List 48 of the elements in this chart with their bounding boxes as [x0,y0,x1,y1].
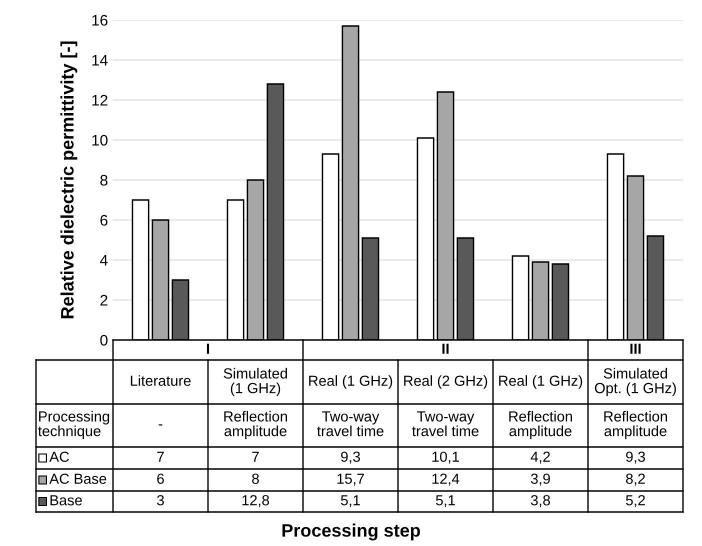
data-label: 3 [157,495,164,506]
data-label: 8 [252,474,259,484]
data-label: 5,2 [626,495,645,508]
x-tick-label: Real (1 GHz) [309,375,392,389]
legend-label: AC [49,452,70,462]
data-label: 4,2 [530,452,550,464]
x-tick-label: Simulated (1 GHz) [224,368,287,396]
text: Two-way travel time [317,411,384,436]
text: Reflection amplitude [509,410,572,440]
text: Reflection amplitude [224,410,287,440]
data-label: 12,8 [242,495,270,508]
data-label: 9,3 [626,452,645,464]
y-tick-label: 2 [100,294,108,306]
data-label: 15,7 [337,474,364,486]
text: II [442,344,449,354]
data-label: 3,9 [530,474,550,486]
text: III [630,344,641,354]
data-label: 6 [157,474,164,484]
data-label: 7 [157,452,164,462]
text: Reflection amplitude [604,410,667,440]
data-label: 3,8 [530,495,550,508]
y-tick-label: 4 [100,255,108,266]
text: Processing step [282,524,420,540]
y-tick-label: 10 [92,134,108,146]
data-label: 5,1 [436,495,455,508]
text: Processing technique [38,410,110,440]
data-label: 7 [252,452,259,462]
text: I [206,344,210,354]
y-axis-title: Relative dielectric permittivity [-] [60,42,78,318]
y-tick-label: 14 [92,55,108,66]
y-tick-label: 12 [92,94,108,106]
x-tick-label: Real (1 GHz) [499,375,582,389]
text: Two-way travel time [412,411,478,436]
data-label: 8,2 [626,474,645,486]
text: - [158,424,162,426]
x-tick-label: Simulated Opt. (1 GHz) [594,368,676,396]
data-label: 12,4 [432,474,460,486]
y-tick-label: 8 [100,174,108,186]
y-tick-label: 16 [92,14,108,26]
data-label: 5,1 [340,495,360,508]
data-label: 10,1 [432,452,459,464]
data-label: 9,3 [341,452,360,464]
x-tick-label: Real (2 GHz) [404,375,488,389]
legend-label: Base [50,495,82,506]
x-tick-label: Literature [130,375,191,386]
y-tick-label: 6 [100,214,108,226]
legend-label: AC Base [49,474,106,484]
y-tick-label: 0 [100,334,108,346]
